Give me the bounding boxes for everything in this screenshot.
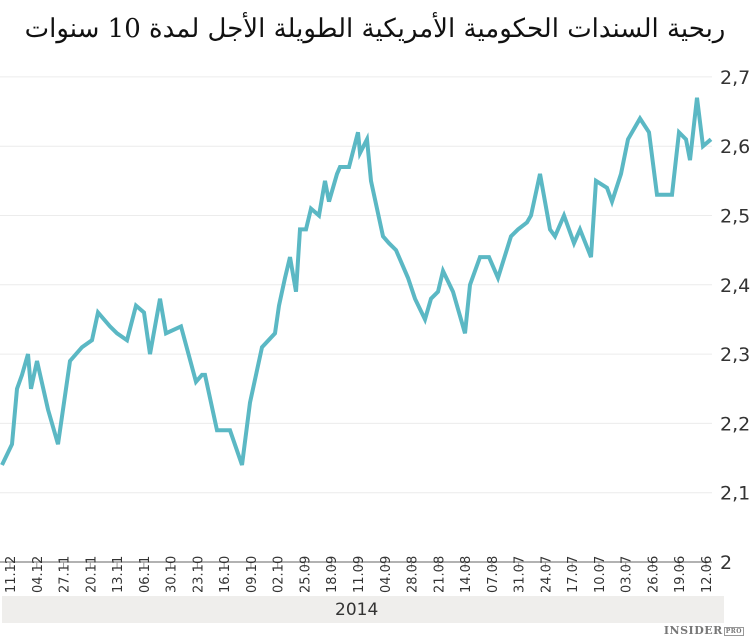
x-tick-label: 10.07 bbox=[593, 556, 608, 593]
x-axis-ticks: 11.12 04.12 27.11 20.11 13.11 06.11 30.10 23.10… bbox=[4, 556, 715, 593]
y-tick-label: 2,5 bbox=[720, 206, 750, 228]
year-bar bbox=[2, 596, 724, 623]
y-tick-label: 2 bbox=[720, 552, 732, 574]
x-tick-label: 30.10 bbox=[165, 556, 180, 593]
x-tick-label: 03.07 bbox=[620, 556, 635, 593]
x-tick-label: 25.09 bbox=[298, 556, 313, 593]
x-tick-label: 07.08 bbox=[486, 556, 501, 593]
x-tick-label: 04.09 bbox=[379, 556, 394, 593]
x-tick-label: 14.08 bbox=[459, 556, 474, 593]
x-tick-label: 31.07 bbox=[513, 556, 528, 593]
y-tick-label: 2,3 bbox=[720, 344, 750, 366]
x-tick-label: 04.12 bbox=[31, 556, 46, 593]
y-tick-label: 2,7 bbox=[720, 67, 750, 89]
x-tick-label: 09.10 bbox=[245, 556, 260, 593]
logo-suffix: PRO bbox=[723, 626, 744, 636]
logo-text: INSIDER bbox=[663, 624, 723, 637]
x-tick-label: 20.11 bbox=[84, 556, 99, 593]
year-label: 2014 bbox=[335, 600, 379, 620]
yield-line bbox=[0, 97, 713, 466]
insider-pro-logo: INSIDER PRO bbox=[664, 624, 744, 637]
x-tick-label: 06.11 bbox=[138, 556, 153, 593]
y-tick-label: 2,6 bbox=[720, 136, 750, 158]
x-tick-label: 02.10 bbox=[272, 556, 287, 593]
y-tick-label: 2,1 bbox=[720, 483, 750, 505]
x-tick-label: 18.09 bbox=[325, 556, 340, 593]
x-tick-label: 23.10 bbox=[191, 556, 206, 593]
x-tick-label: 28.08 bbox=[406, 556, 421, 593]
y-tick-label: 2,2 bbox=[720, 413, 750, 435]
x-tick-label: 17.07 bbox=[566, 556, 581, 593]
x-tick-label: 19.06 bbox=[673, 556, 688, 593]
y-tick-label: 2,4 bbox=[720, 275, 750, 297]
x-tick-label: 11.12 bbox=[4, 556, 19, 593]
chart-title: ربحية السندات الحكومية الأمريكية الطويلة… bbox=[24, 14, 726, 44]
x-tick-label: 21.08 bbox=[432, 556, 447, 593]
x-tick-label: 26.06 bbox=[646, 556, 661, 593]
x-tick-label: 27.11 bbox=[58, 556, 73, 593]
x-tick-label: 24.07 bbox=[539, 556, 554, 593]
y-axis-labels: 2 2,1 2,2 2,3 2,4 2,5 2,6 2,7 bbox=[720, 67, 750, 574]
x-tick-label: 12.06 bbox=[700, 556, 715, 593]
x-tick-label: 11.09 bbox=[352, 556, 367, 593]
line-chart: 2 2,1 2,2 2,3 2,4 2,5 2,6 2,7 11.12 04.12 27.11 20… bbox=[0, 67, 750, 593]
x-tick-label: 16.10 bbox=[218, 556, 233, 593]
x-tick-label: 13.11 bbox=[111, 556, 126, 593]
